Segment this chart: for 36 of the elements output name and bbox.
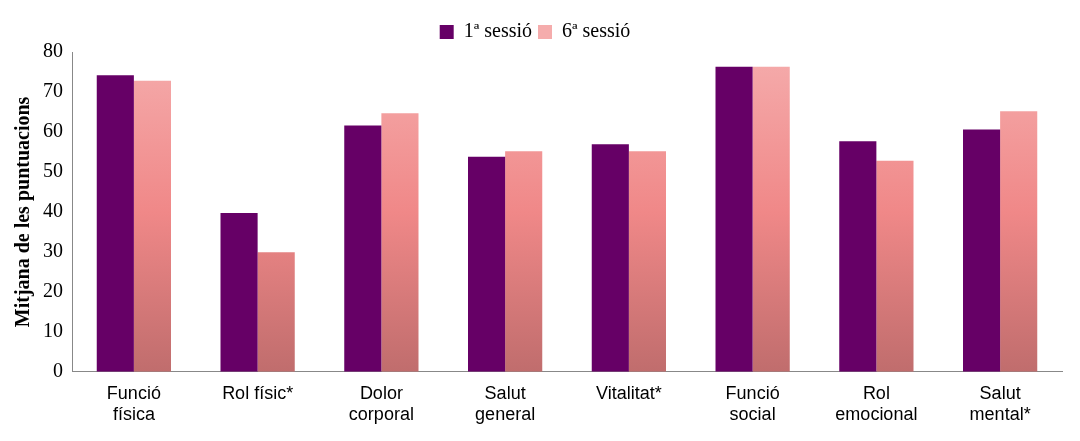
x-tick-label: Rol físic* <box>222 382 294 403</box>
y-tick-label: 30 <box>43 239 63 262</box>
x-tick-label: Dolor corporal <box>348 382 414 425</box>
x-tick-label: Salut mental* <box>969 382 1031 425</box>
y-tick-label: 0 <box>53 359 63 382</box>
bar <box>591 144 629 372</box>
bar <box>96 75 134 372</box>
y-tick-label: 10 <box>43 319 63 342</box>
y-axis-title: Mitjana de les puntuacions <box>11 96 35 328</box>
bar <box>963 129 1001 372</box>
x-tick-label: Funció social <box>725 382 780 425</box>
y-tick-label: 50 <box>43 159 63 182</box>
y-tick-label: 80 <box>43 39 63 62</box>
y-tick-label: 20 <box>43 279 63 302</box>
y-tick-label: 60 <box>43 119 63 142</box>
x-tick-label: Rol emocional <box>835 382 918 425</box>
bar <box>628 151 666 372</box>
bar <box>505 151 543 372</box>
legend-label: 6ª sessió <box>562 19 631 42</box>
bar <box>876 160 914 372</box>
bar <box>381 113 419 372</box>
bar <box>133 80 171 372</box>
y-tick-label: 70 <box>43 79 63 102</box>
x-tick-label: Salut general <box>475 382 536 425</box>
bar <box>715 66 753 372</box>
legend-label: 1ª sessió <box>463 19 533 42</box>
bar <box>1000 111 1038 372</box>
bar <box>257 252 295 372</box>
bar <box>344 125 382 372</box>
bar <box>839 141 877 372</box>
x-tick-label: Vitalitat* <box>596 382 662 403</box>
bar <box>468 156 506 372</box>
bar <box>752 66 790 372</box>
y-tick-label: 40 <box>43 199 63 222</box>
bar <box>220 213 258 372</box>
x-tick-label: Funció física <box>106 382 161 425</box>
